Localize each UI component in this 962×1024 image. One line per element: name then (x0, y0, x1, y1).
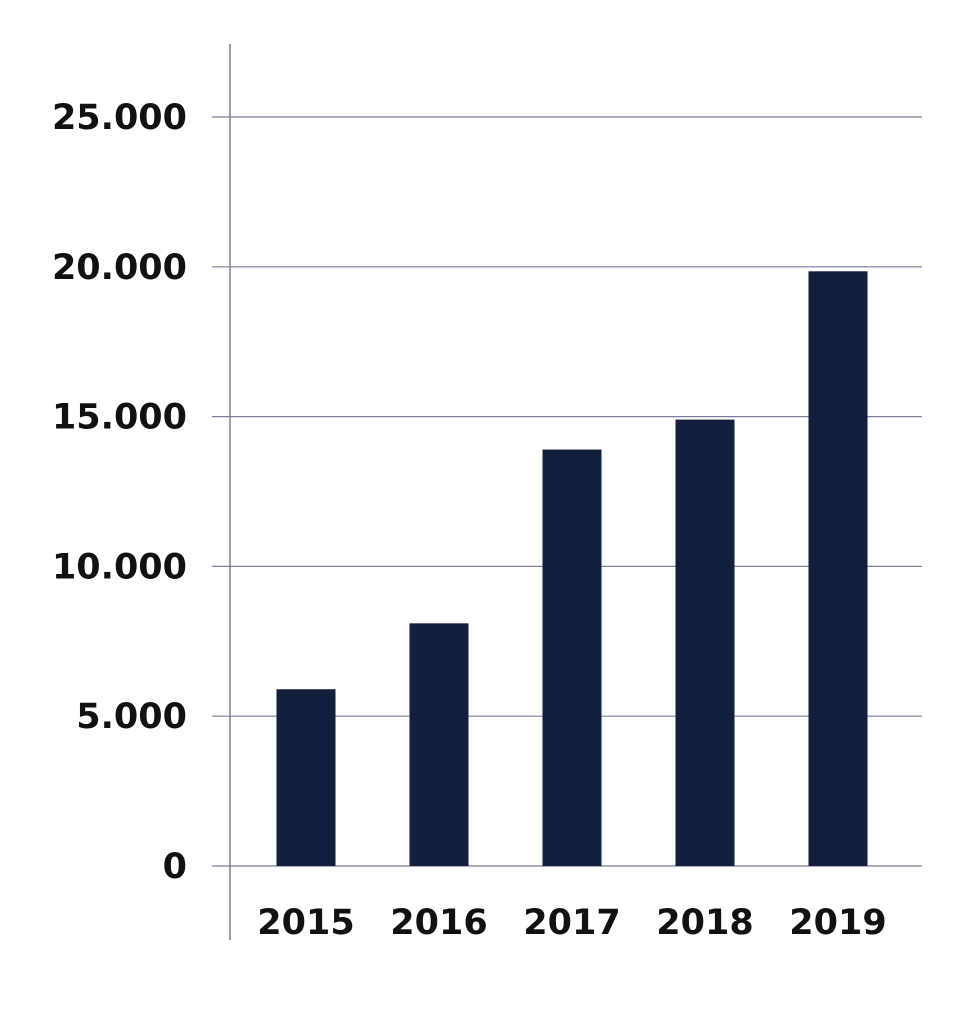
x-tick-label: 2017 (523, 903, 620, 943)
tick-labels: 0 5.000 10.000 15.000 20.000 25.000 2015 2016 20… (52, 98, 887, 943)
y-tick-label: 0 (163, 847, 187, 887)
bar-2018 (675, 419, 735, 866)
bar-2015 (276, 689, 336, 866)
bar-2019 (808, 271, 868, 866)
bars (276, 271, 868, 866)
y-tick-label: 10.000 (52, 547, 187, 587)
y-tick-label: 25.000 (52, 98, 187, 138)
x-tick-label: 2015 (257, 903, 354, 943)
y-tick-label: 15.000 (52, 398, 187, 438)
x-tick-label: 2019 (789, 903, 886, 943)
x-tick-label: 2016 (390, 903, 487, 943)
y-tick-label: 5.000 (76, 697, 187, 737)
bar-2016 (409, 623, 469, 866)
y-tick-label: 20.000 (52, 248, 187, 288)
bar-2017 (542, 449, 602, 866)
x-tick-label: 2018 (656, 903, 753, 943)
